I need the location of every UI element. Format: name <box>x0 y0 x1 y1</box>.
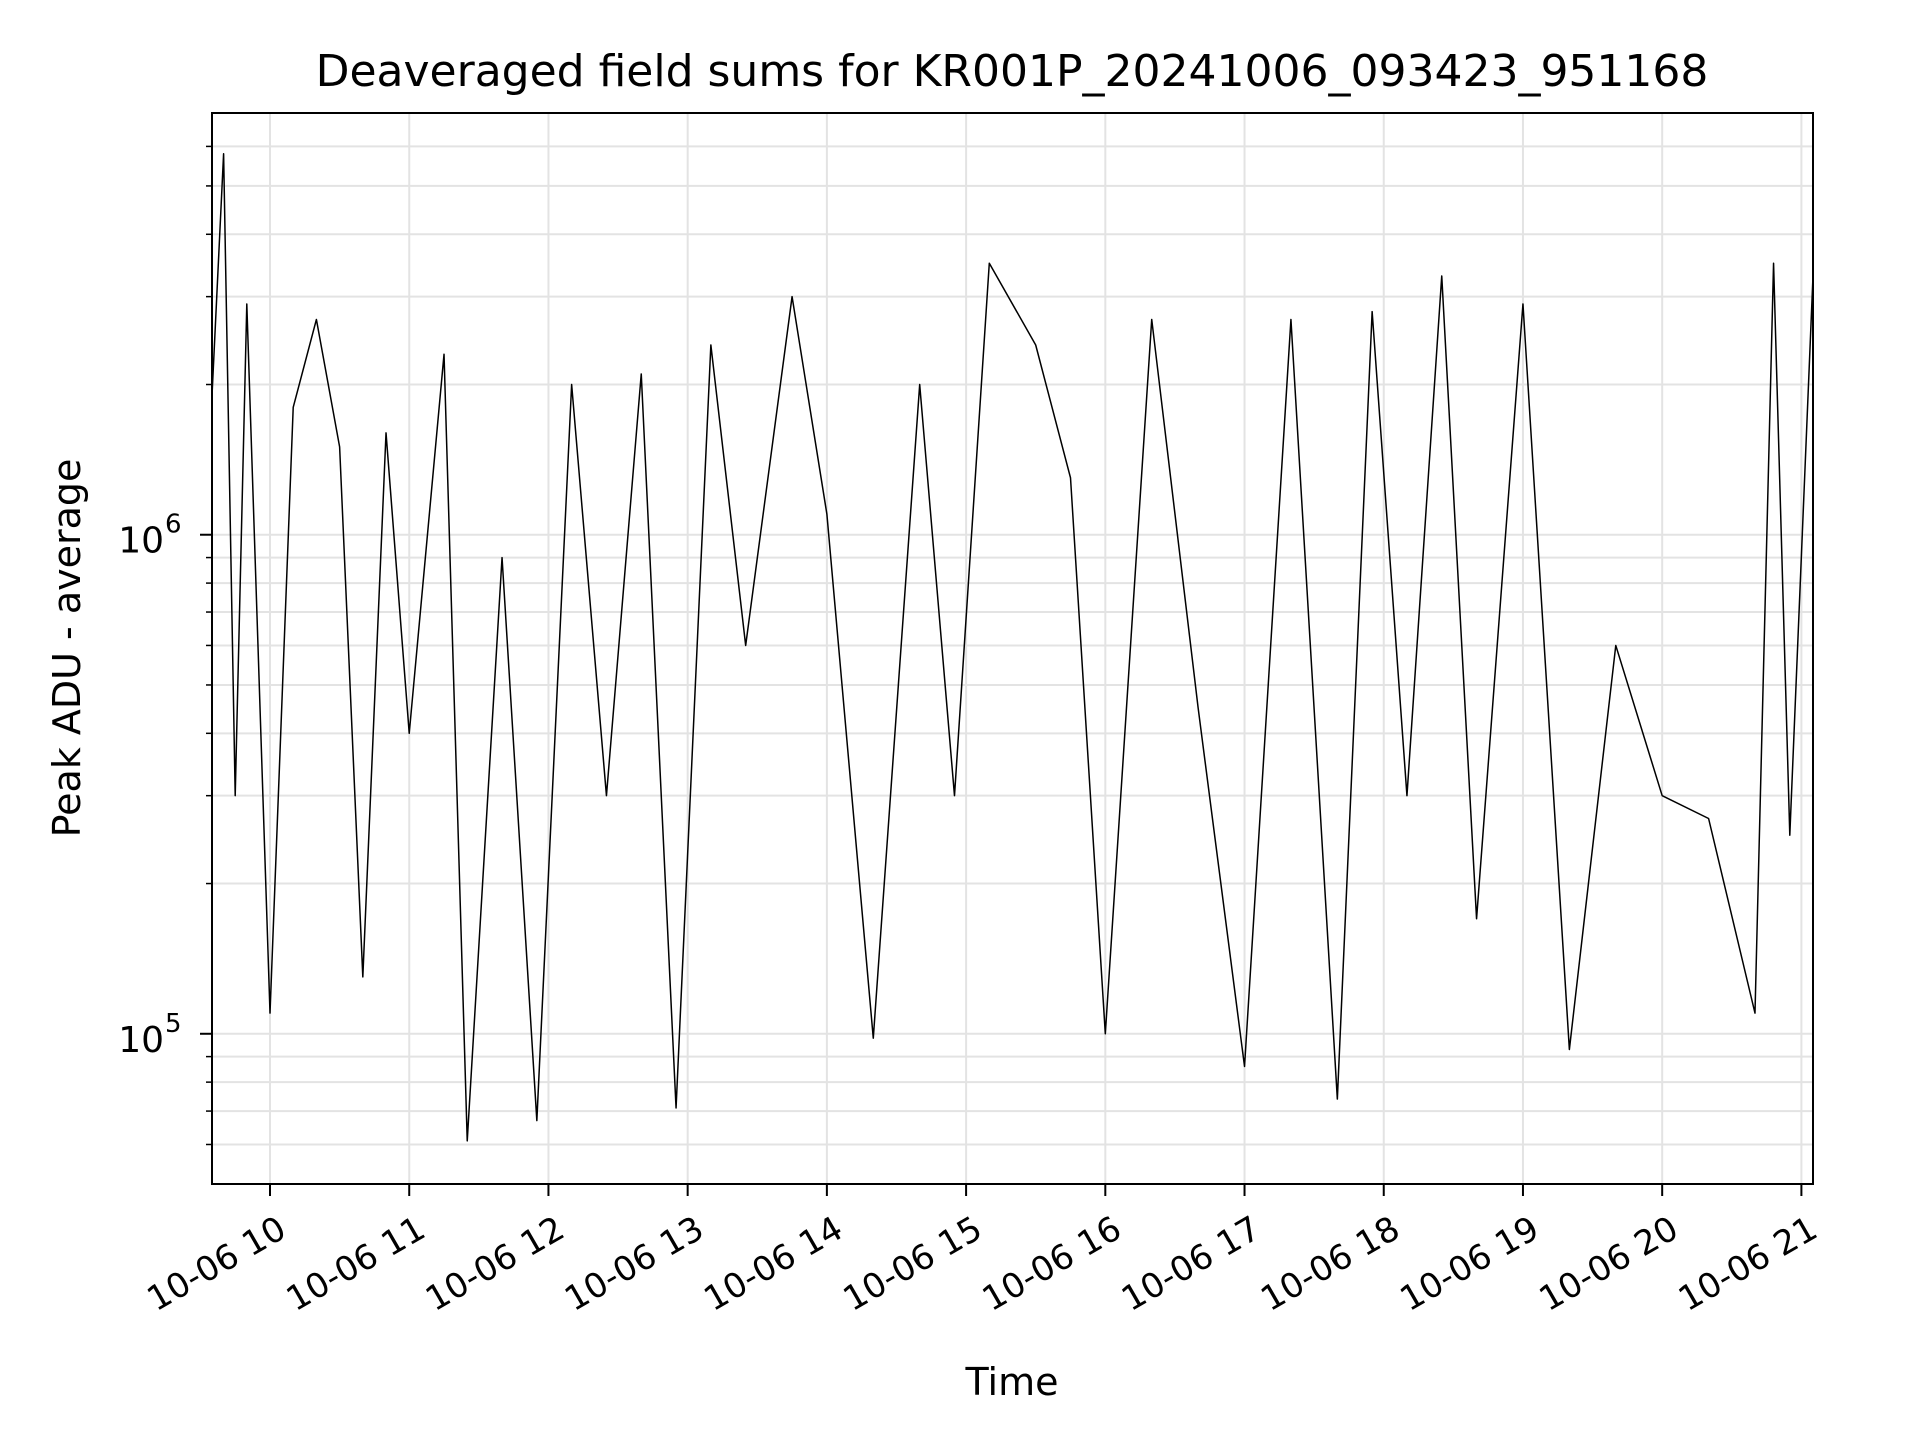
y-tick-label: 10 <box>118 1020 164 1061</box>
grid <box>212 113 1813 1184</box>
plot-frame <box>211 112 1814 1185</box>
chart-title: Deaveraged field sums for KR001P_2024100… <box>316 46 1709 97</box>
x-axis-label: Time <box>965 1360 1059 1404</box>
y-axis-label: Peak ADU - average <box>45 459 89 838</box>
series-line <box>211 153 1814 1142</box>
y-tick-exponent: 5 <box>165 1009 182 1039</box>
data-layer <box>211 153 1814 1142</box>
y-tick-label: 10 <box>118 521 164 562</box>
y-tick-exponent: 6 <box>165 510 182 540</box>
